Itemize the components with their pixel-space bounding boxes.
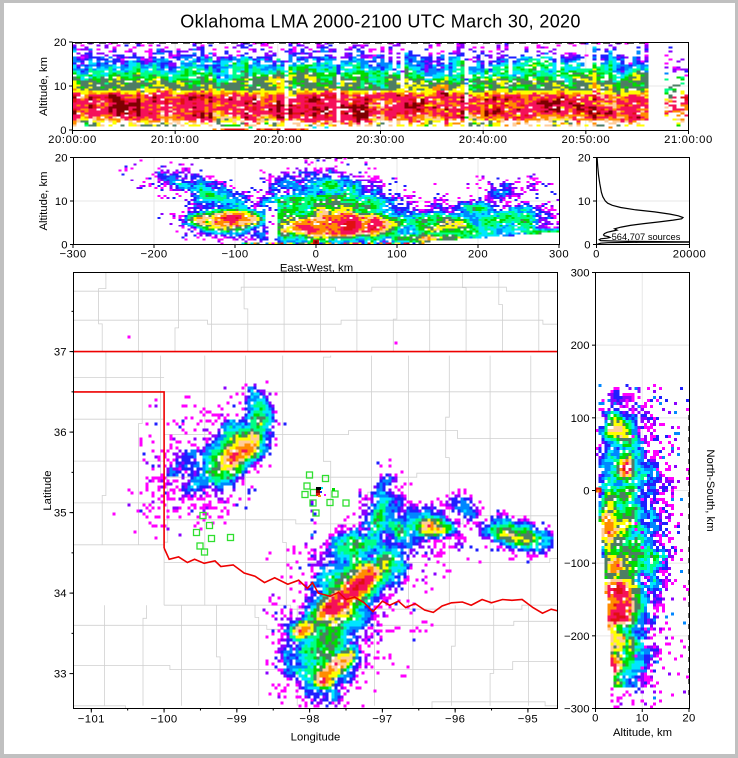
svg-text:200: 200 <box>571 340 590 352</box>
svg-text:34: 34 <box>54 588 67 600</box>
svg-text:21:00:00: 21:00:00 <box>664 134 713 146</box>
svg-text:Oklahoma LMA 2000-2100 UTC Mar: Oklahoma LMA 2000-2100 UTC March 30, 202… <box>180 12 581 32</box>
svg-text:10: 10 <box>54 81 67 93</box>
svg-text:Altitude, km: Altitude, km <box>38 57 50 116</box>
svg-text:10: 10 <box>55 196 68 208</box>
svg-text:0: 0 <box>61 240 67 252</box>
svg-text:20: 20 <box>682 713 695 725</box>
svg-text:Altitude, km: Altitude, km <box>613 727 672 739</box>
svg-text:−99: −99 <box>227 714 247 726</box>
svg-text:−100: −100 <box>151 714 178 726</box>
svg-text:300: 300 <box>571 268 590 280</box>
svg-text:−100: −100 <box>221 249 248 261</box>
svg-text:33: 33 <box>54 669 67 681</box>
svg-text:−98: −98 <box>299 714 319 726</box>
svg-text:20:00:00: 20:00:00 <box>48 134 97 146</box>
svg-text:37: 37 <box>54 347 67 359</box>
svg-text:20:10:00: 20:10:00 <box>151 134 200 146</box>
svg-text:36: 36 <box>54 427 67 439</box>
svg-text:20: 20 <box>55 153 68 165</box>
svg-text:North-South, km: North-South, km <box>704 449 716 531</box>
svg-text:100: 100 <box>387 249 407 261</box>
svg-text:Longitude: Longitude <box>291 732 341 744</box>
svg-text:10: 10 <box>636 713 649 725</box>
svg-text:0: 0 <box>584 240 590 252</box>
svg-text:20000: 20000 <box>673 249 706 261</box>
svg-text:10: 10 <box>578 196 591 208</box>
svg-text:0: 0 <box>583 486 589 498</box>
svg-text:−300: −300 <box>59 249 86 261</box>
svg-text:−200: −200 <box>564 631 589 643</box>
svg-text:0: 0 <box>313 249 320 261</box>
svg-text:20:20:00: 20:20:00 <box>253 134 302 146</box>
svg-text:−95: −95 <box>518 714 538 726</box>
svg-text:−300: −300 <box>564 704 589 716</box>
svg-text:20: 20 <box>54 37 67 49</box>
svg-text:−101: −101 <box>78 714 105 726</box>
svg-text:20:50:00: 20:50:00 <box>561 134 610 146</box>
svg-text:−97: −97 <box>372 714 392 726</box>
svg-text:100: 100 <box>571 413 590 425</box>
svg-text:0: 0 <box>592 713 599 725</box>
svg-text:20:40:00: 20:40:00 <box>459 134 508 146</box>
svg-text:0: 0 <box>60 125 66 137</box>
svg-text:35: 35 <box>54 508 67 520</box>
svg-text:−100: −100 <box>564 558 589 570</box>
svg-text:Altitude, km: Altitude, km <box>38 171 50 230</box>
svg-text:−96: −96 <box>445 714 465 726</box>
svg-text:20:30:00: 20:30:00 <box>356 134 405 146</box>
svg-text:20: 20 <box>578 153 591 165</box>
svg-text:300: 300 <box>549 249 569 261</box>
svg-text:−200: −200 <box>140 249 167 261</box>
svg-text:0: 0 <box>593 249 600 261</box>
svg-text:East-West, km: East-West, km <box>280 263 353 275</box>
svg-text:Latitude: Latitude <box>42 470 54 510</box>
svg-text:564,707 sources: 564,707 sources <box>612 232 681 242</box>
svg-text:200: 200 <box>468 249 488 261</box>
